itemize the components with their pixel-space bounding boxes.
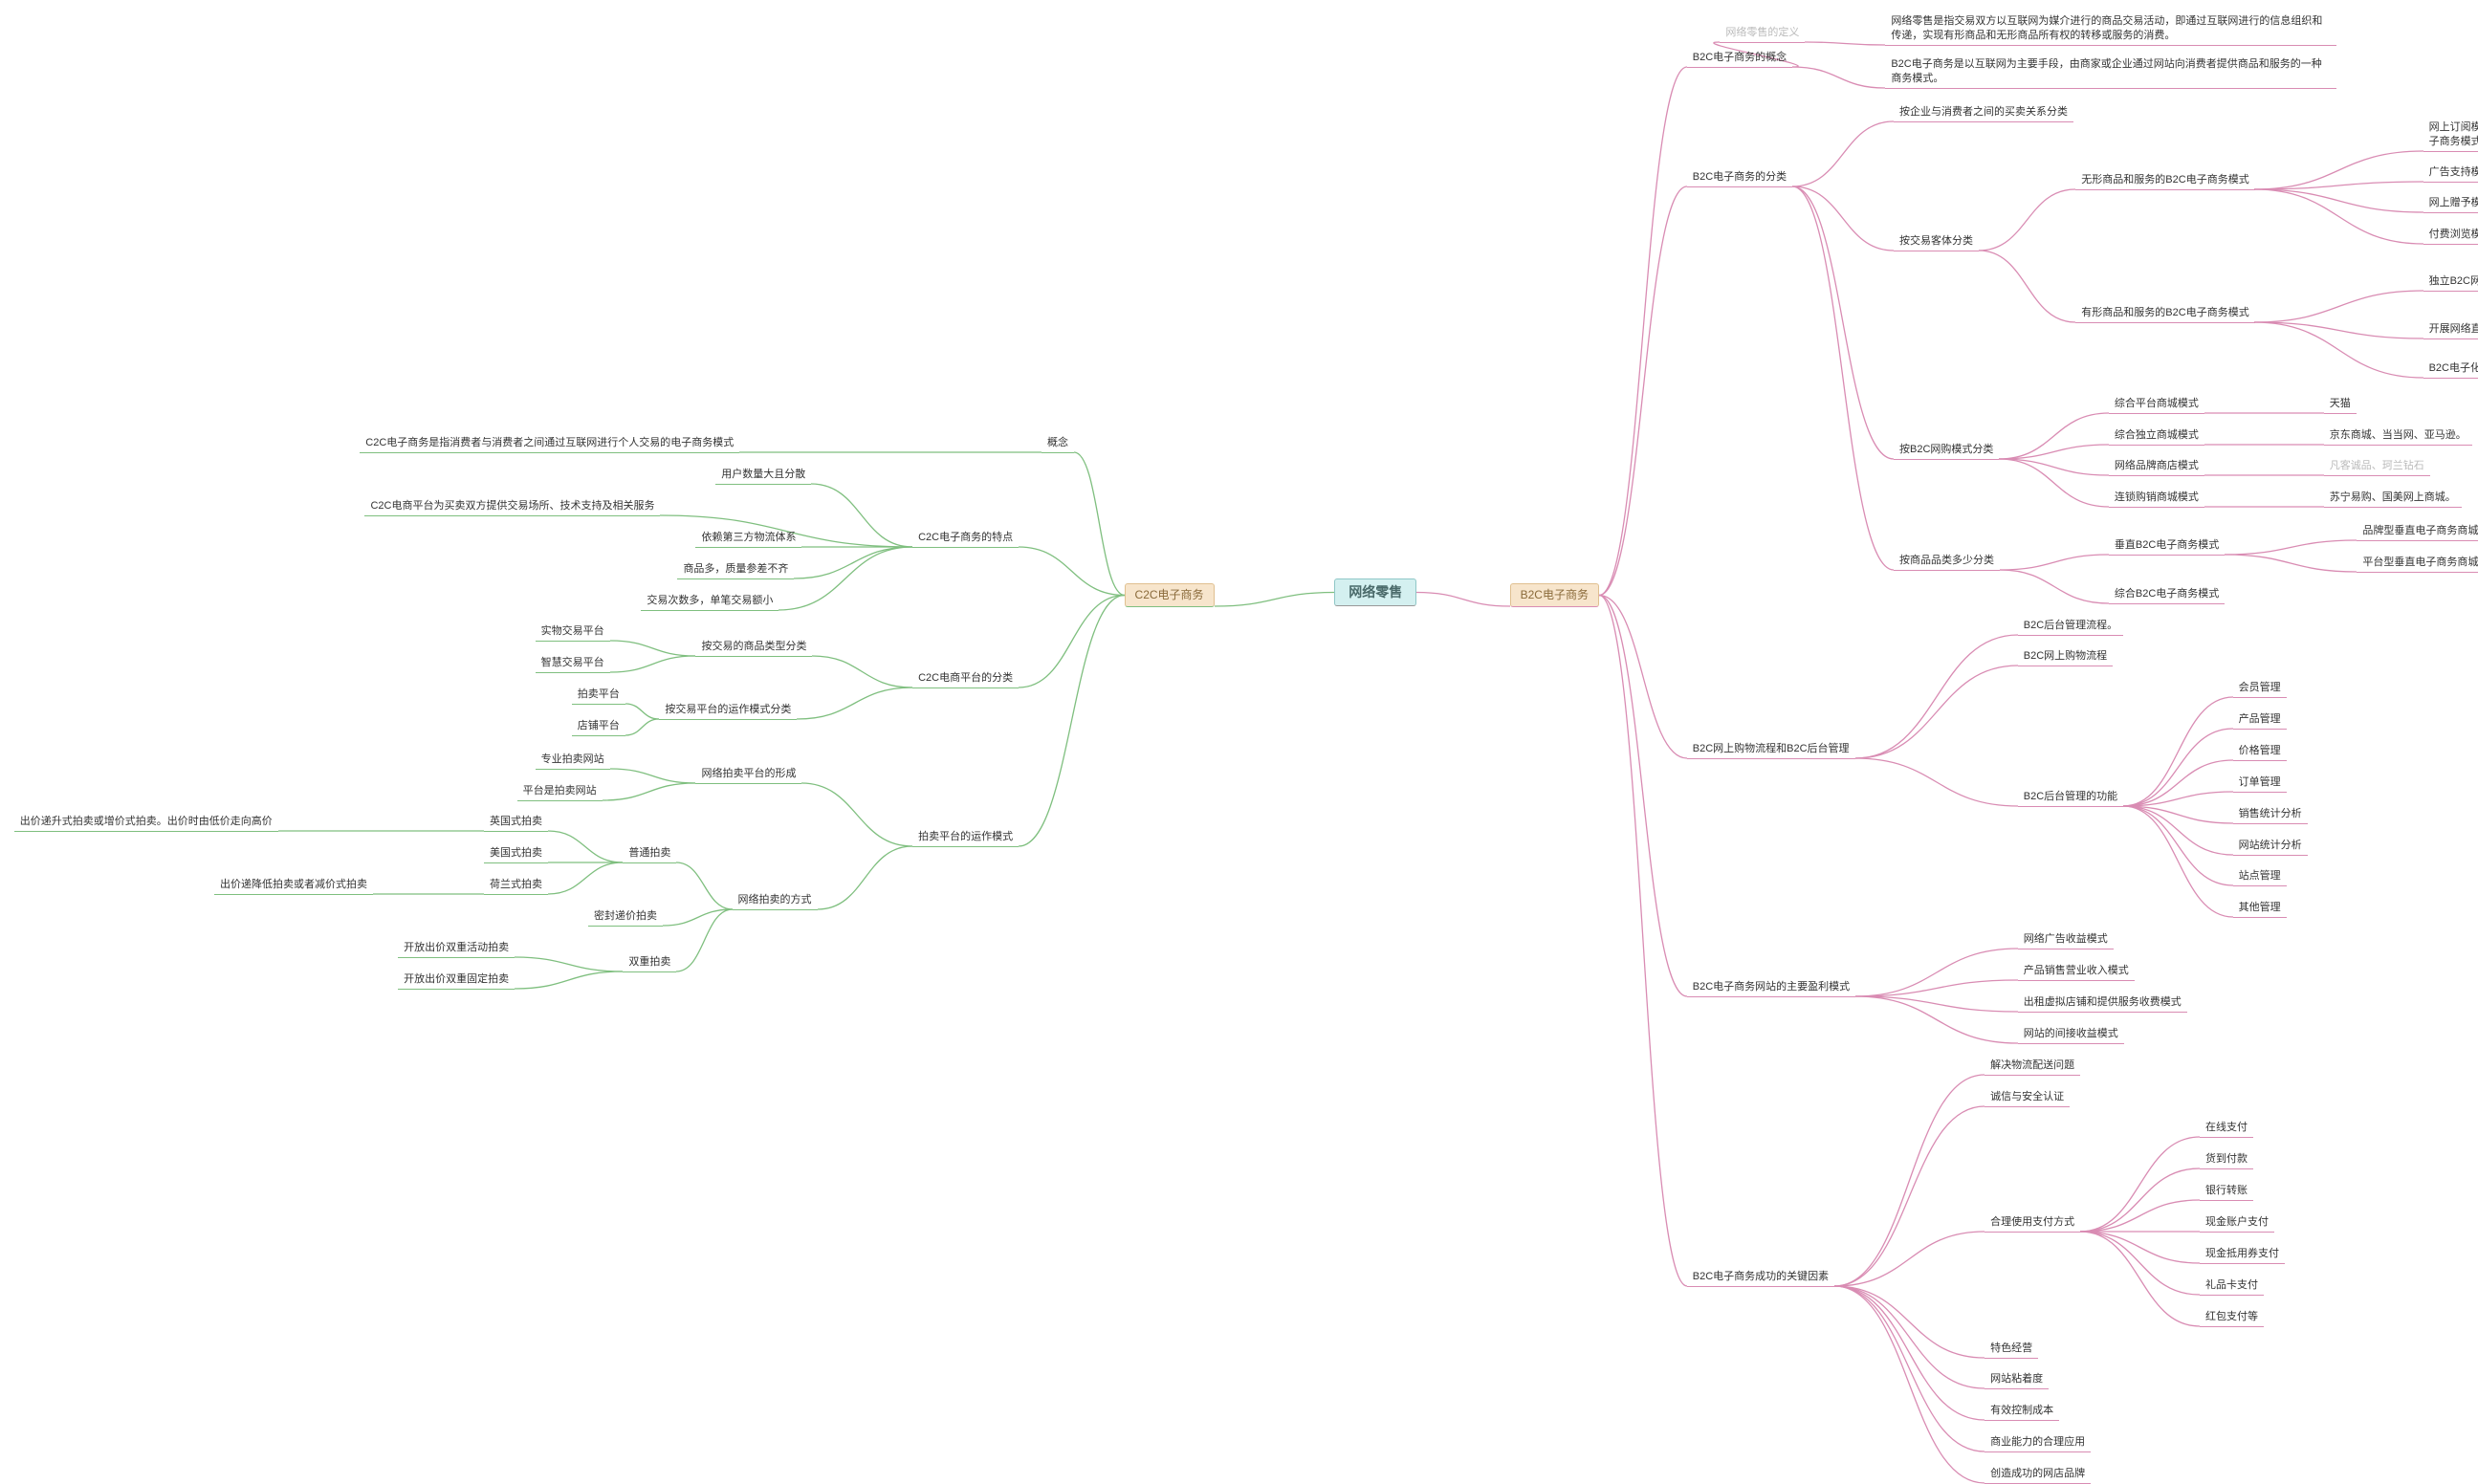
- node-b2c_flow_func[interactable]: B2C后台管理的功能: [2018, 788, 2123, 807]
- node-b2c_pay_5[interactable]: 现金抵用券支付: [2200, 1245, 2285, 1264]
- node-b2c_class_obj[interactable]: 按交易客体分类: [1894, 232, 1979, 251]
- node-b2c_key_1[interactable]: 解决物流配送问题: [1985, 1057, 2080, 1076]
- node-root[interactable]: 网络零售: [1334, 578, 1416, 606]
- node-c2c_feat_5[interactable]: 交易次数多，单笔交易额小: [641, 592, 778, 611]
- node-b2c_key[interactable]: B2C电子商务成功的关键因素: [1687, 1268, 1834, 1287]
- node-c2c_def[interactable]: 概念: [1042, 434, 1074, 453]
- node-c2c_feat_3[interactable]: 依赖第三方物流体系: [695, 529, 801, 548]
- node-c2c_auc_form_2[interactable]: 平台是拍卖网站: [517, 782, 603, 801]
- node-c2c_auc_way[interactable]: 网络拍卖的方式: [733, 891, 818, 910]
- node-c2c_class[interactable]: C2C电商平台的分类: [912, 669, 1019, 688]
- node-b2c_obj_tang_dir[interactable]: 开展网络直销业务的厂商: [2423, 320, 2478, 339]
- node-b2c_pay_1[interactable]: 在线支付: [2200, 1119, 2253, 1138]
- node-b2c_concept[interactable]: B2C电子商务的概念: [1687, 49, 1792, 68]
- node-b2c_func_1[interactable]: 会员管理: [2233, 679, 2287, 698]
- node-b2c_obj_tang_mkt[interactable]: B2C电子化交易市场: [2423, 360, 2478, 379]
- node-c2c_auc_form_1[interactable]: 专业拍卖网站: [536, 751, 610, 770]
- node-b2c_shop_4d[interactable]: 苏宁易购、国美网上商城。: [2324, 489, 2462, 508]
- node-c2c_auc_norm_1d[interactable]: 出价递升式拍卖或增价式拍卖。出价时由低价走向高价: [14, 813, 278, 832]
- node-b2c_pay_3[interactable]: 银行转账: [2200, 1182, 2253, 1201]
- node-b2c_shopmode[interactable]: 按B2C网购模式分类: [1894, 441, 1999, 460]
- node-b2c_shop_4[interactable]: 连锁购销商城模式: [2109, 489, 2204, 508]
- node-b2c_shop_3d[interactable]: 凡客诚品、珂兰钻石: [2324, 457, 2430, 476]
- node-c2c_class_a[interactable]: 按交易的商品类型分类: [695, 638, 812, 657]
- node-b2c_func_2[interactable]: 产品管理: [2233, 710, 2287, 730]
- node-b2c_shop_2d[interactable]: 京东商城、当当网、亚马逊。: [2324, 426, 2472, 446]
- node-b2c_key_3[interactable]: 合理使用支付方式: [1985, 1213, 2080, 1233]
- node-b2c_func_5[interactable]: 销售统计分析: [2233, 805, 2308, 824]
- node-b2c_key_7[interactable]: 商业能力的合理应用: [1985, 1433, 2091, 1452]
- node-b2c_shop_1[interactable]: 综合平台商城模式: [2109, 395, 2204, 414]
- node-c2c_auc_dbl[interactable]: 双重拍卖: [623, 953, 676, 972]
- node-b2c_pay_6[interactable]: 礼品卡支付: [2200, 1277, 2264, 1296]
- node-b2c[interactable]: B2C电子商务: [1510, 583, 1599, 607]
- node-c2c_class_b[interactable]: 按交易平台的运作模式分类: [659, 701, 797, 720]
- node-c2c_feat_4[interactable]: 商品多，质量参差不齐: [677, 560, 794, 579]
- node-c2c_class_b2[interactable]: 店铺平台: [572, 717, 625, 736]
- node-b2c_prod_vert_2[interactable]: 平台型垂直电子商务商城: [2357, 554, 2478, 573]
- node-b2c_profit_2[interactable]: 产品销售营业收入模式: [2018, 962, 2135, 981]
- node-b2c_concept_def_d[interactable]: 网络零售是指交易双方以互联网为媒介进行的商品交易活动，即通过互联网进行的信息组织…: [1885, 12, 2336, 46]
- node-c2c_auc_dbl_2[interactable]: 开放出价双重固定拍卖: [398, 971, 515, 990]
- node-c2c_class_b1[interactable]: 拍卖平台: [572, 686, 625, 705]
- node-b2c_func_8[interactable]: 其他管理: [2233, 899, 2287, 918]
- node-b2c_obj_intang[interactable]: 无形商品和服务的B2C电子商务模式: [2075, 171, 2254, 190]
- node-b2c_obj_tang[interactable]: 有形商品和服务的B2C电子商务模式: [2075, 304, 2254, 323]
- node-b2c_class_rel[interactable]: 按企业与消费者之间的买卖关系分类: [1894, 103, 2073, 122]
- node-c2c_feat_2[interactable]: C2C电商平台为买卖双方提供交易场所、技术支持及相关服务: [364, 497, 660, 516]
- node-b2c_flow_back[interactable]: B2C后台管理流程。: [2018, 617, 2123, 636]
- node-b2c_prod_comp[interactable]: 综合B2C电子商务模式: [2109, 585, 2225, 604]
- node-c2c_auction[interactable]: 拍卖平台的运作模式: [912, 828, 1019, 847]
- node-c2c_class_a1[interactable]: 实物交易平台: [536, 622, 610, 642]
- node-b2c_flow_front[interactable]: B2C网上购物流程: [2018, 647, 2113, 666]
- node-b2c_class[interactable]: B2C电子商务的分类: [1687, 168, 1792, 187]
- node-b2c_profit_1[interactable]: 网络广告收益模式: [2018, 930, 2114, 949]
- node-b2c_prod_vert[interactable]: 垂直B2C电子商务模式: [2109, 536, 2225, 556]
- node-b2c_key_8[interactable]: 创造成功的网店品牌: [1985, 1465, 2091, 1484]
- node-b2c_profit_4[interactable]: 网站的间接收益模式: [2018, 1025, 2124, 1044]
- node-c2c_auc_norm_3d[interactable]: 出价递降低拍卖或者减价式拍卖: [214, 876, 373, 895]
- node-b2c_pay_7[interactable]: 红包支付等: [2200, 1308, 2264, 1327]
- node-b2c_shop_1d[interactable]: 天猫: [2324, 395, 2357, 414]
- node-c2c_auc_norm_2[interactable]: 美国式拍卖: [484, 844, 548, 863]
- node-b2c_prodqty[interactable]: 按商品品类多少分类: [1894, 552, 2000, 571]
- node-c2c_auc_dbl_1[interactable]: 开放出价双重活动拍卖: [398, 939, 515, 958]
- node-b2c_prod_vert_1[interactable]: 品牌型垂直电子商务商城: [2357, 522, 2478, 541]
- node-b2c_flow[interactable]: B2C网上购物流程和B2C后台管理: [1687, 740, 1855, 759]
- node-c2c_class_a2[interactable]: 智慧交易平台: [536, 654, 610, 673]
- node-c2c_auc_form[interactable]: 网络拍卖平台的形成: [695, 765, 801, 784]
- node-b2c_func_7[interactable]: 站点管理: [2233, 867, 2287, 886]
- mindmap-canvas: 网络零售 C2C电子商务 概念 C2C电子商务是指消费者与消费者之间通过互联网进行个人…: [0, 0, 2478, 1317]
- node-c2c_auc_norm_1[interactable]: 英国式拍卖: [484, 813, 548, 832]
- node-b2c_pay_2[interactable]: 货到付款: [2200, 1150, 2253, 1169]
- node-b2c_key_5[interactable]: 网站粘着度: [1985, 1370, 2049, 1389]
- node-b2c_obj_intang_2[interactable]: 广告支持模式: [2423, 164, 2478, 183]
- node-c2c_feat_1[interactable]: 用户数量大且分散: [715, 466, 811, 485]
- node-c2c_auc_norm[interactable]: 普通拍卖: [623, 844, 676, 863]
- node-c2c_def_1[interactable]: C2C电子商务是指消费者与消费者之间通过互联网进行个人交易的电子商务模式: [360, 434, 739, 453]
- node-b2c_concept_d[interactable]: B2C电子商务是以互联网为主要手段，由商家或企业通过网站向消费者提供商品和服务的…: [1885, 55, 2336, 89]
- node-b2c_obj_tang_ind[interactable]: 独立B2C网站: [2423, 273, 2478, 292]
- node-b2c_key_6[interactable]: 有效控制成本: [1985, 1402, 2059, 1421]
- node-c2c[interactable]: C2C电子商务: [1125, 583, 1215, 607]
- node-c2c_auc_norm_3[interactable]: 荷兰式拍卖: [484, 876, 548, 895]
- node-b2c_key_2[interactable]: 诚信与安全认证: [1985, 1088, 2070, 1107]
- node-b2c_func_3[interactable]: 价格管理: [2233, 742, 2287, 761]
- node-c2c_feat[interactable]: C2C电子商务的特点: [912, 529, 1019, 548]
- node-b2c_shop_2[interactable]: 综合独立商城模式: [2109, 426, 2204, 446]
- node-b2c_profit[interactable]: B2C电子商务网站的主要盈利模式: [1687, 978, 1855, 997]
- node-b2c_obj_intang_3[interactable]: 网上赠予模式: [2423, 194, 2478, 213]
- node-b2c_profit_3[interactable]: 出租虚拟店铺和提供服务收费模式: [2018, 993, 2187, 1013]
- node-b2c_shop_3[interactable]: 网络品牌商店模式: [2109, 457, 2204, 476]
- node-b2c_obj_intang_4[interactable]: 付费浏览模式: [2423, 226, 2478, 245]
- node-c2c_auc_seal[interactable]: 密封递价拍卖: [588, 907, 663, 927]
- node-b2c_concept_def[interactable]: 网络零售的定义: [1720, 24, 1805, 43]
- node-b2c_func_6[interactable]: 网站统计分析: [2233, 837, 2308, 856]
- node-b2c_key_4[interactable]: 特色经营: [1985, 1340, 2038, 1359]
- node-b2c_pay_4[interactable]: 现金账户支付: [2200, 1213, 2274, 1233]
- node-b2c_obj_intang_1[interactable]: 网上订阅模式 指消费者通过网络订阅企业提供的无形商品和服务，在网上直接浏览或消费…: [2423, 119, 2478, 152]
- node-b2c_func_4[interactable]: 订单管理: [2233, 774, 2287, 793]
